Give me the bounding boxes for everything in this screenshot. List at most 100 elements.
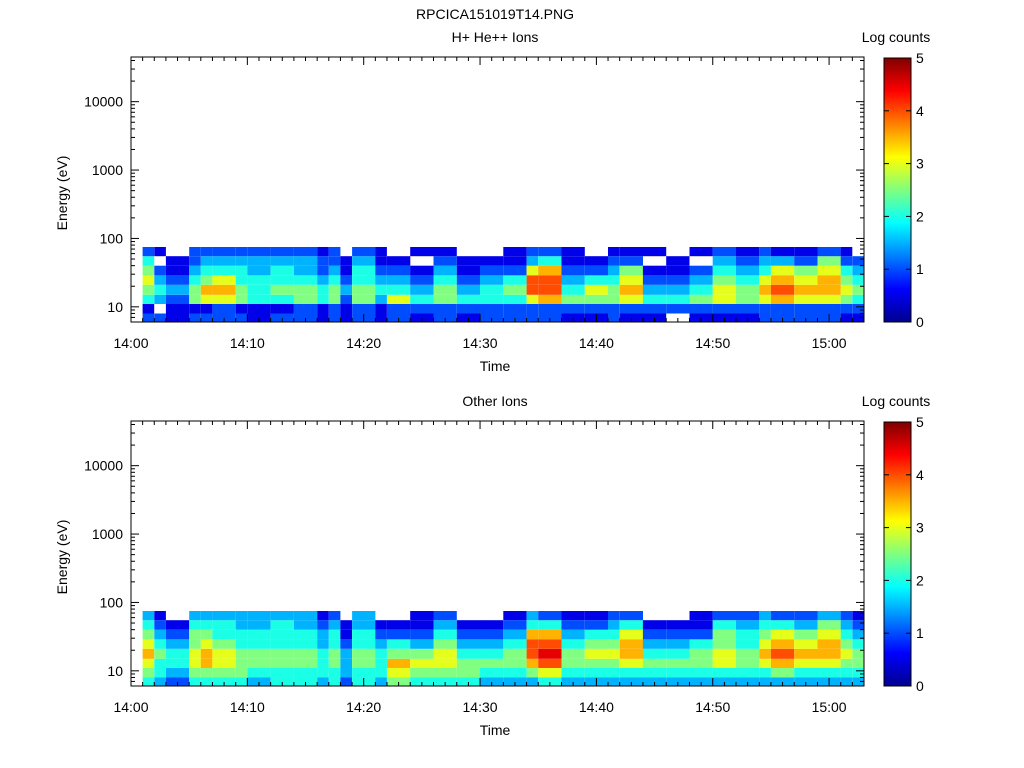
heatmap-cell [340,256,352,266]
heatmap-cell [503,639,527,649]
heatmap-cell [526,677,539,686]
heatmap-cell [293,629,318,640]
heatmap-cell [247,620,271,630]
heatmap-cell [840,629,853,640]
heatmap-cell [247,247,271,257]
heatmap-cell [293,658,318,668]
heatmap-cell [817,275,841,285]
heatmap-cell [189,313,201,322]
x-tick-label: 14:00 [113,699,148,715]
heatmap-cell [584,648,609,659]
heatmap-cell [189,256,201,266]
heatmap-cell [200,284,213,295]
heatmap-cell [619,275,643,285]
heatmap-cell [642,658,667,668]
heatmap-cell [328,620,341,630]
heatmap-cell [561,611,585,621]
heatmap-cell [189,294,201,304]
heatmap-cell [852,265,864,276]
heatmap-cell [375,677,387,686]
colorbar-tick-label: 5 [916,50,924,66]
heatmap-cell [526,275,539,285]
heatmap-cell [840,611,853,621]
heatmap-cell [317,611,329,621]
heatmap-cell [189,668,201,678]
heatmap-cell [247,284,271,295]
plot-frame [130,56,865,323]
heatmap-cell [142,658,155,668]
heatmap-cell [817,265,841,276]
heatmap-cell [212,265,236,276]
heatmap-cell [317,284,329,295]
x-tick-label: 14:00 [113,335,148,351]
heatmap-cell [817,639,841,649]
heatmap-cell [538,677,562,686]
heatmap-cell [317,677,329,686]
heatmap-cell [608,648,620,659]
heatmap-cell [328,658,341,668]
heatmap-cell [375,620,387,630]
heatmap-cell [247,668,271,678]
heatmap-cell [503,275,527,285]
heatmap-cell [212,639,236,649]
heatmap-cell [608,668,620,678]
heatmap-cell [189,247,201,257]
heatmap-cell [200,648,213,659]
heatmap-cell [375,313,387,322]
heatmap-cell [317,265,329,276]
heatmap-cell [608,313,620,322]
x-tick-label: 15:00 [812,699,847,715]
heatmap-cell [375,294,387,304]
heatmap-cell [317,639,329,649]
heatmap-cell [328,284,341,295]
heatmap-cell [817,284,841,295]
heatmap-cell [642,275,667,285]
heatmap-cell [852,256,864,266]
heatmap-cell [165,620,190,630]
heatmap-cell [189,611,201,621]
heatmap-cell [770,611,795,621]
heatmap-cell [642,265,667,276]
heatmap-cell [142,294,155,304]
heatmap-cell [840,648,853,659]
heatmap-cell [794,265,818,276]
heatmap-cell [817,294,841,304]
heatmap-cell [770,313,795,322]
heatmap-cell [235,648,248,659]
colorbar-label: Log counts [862,29,931,45]
heatmap-cell [247,313,271,322]
heatmap-cell [480,639,504,649]
heatmap-cell [212,668,236,678]
heatmap-cell [270,275,294,285]
heatmap-cell [189,275,201,285]
heatmap-cell [619,284,643,295]
heatmap-cell [480,265,504,276]
heatmap-cell [526,648,539,659]
heatmap-cell [247,265,271,276]
heatmap-cell [584,668,609,678]
heatmap-cell [247,611,271,621]
heatmap-cell [526,284,539,295]
heatmap-cell [200,256,213,266]
heatmap-cell [794,658,818,668]
heatmap-cell [410,294,434,304]
heatmap-cell [759,648,771,659]
heatmap-cell [712,658,736,668]
heatmap-cell [142,668,155,678]
heatmap-cell [340,620,352,630]
heatmap-cell [433,294,457,304]
heatmap-cell [712,668,736,678]
heatmap-cell [328,265,341,276]
y-tick-label: 1000 [92,526,123,542]
heatmap-cell [270,629,294,640]
heatmap-cell [584,658,609,668]
heatmap-cell [142,611,155,621]
heatmap-cell [328,639,341,649]
heatmap-cell [712,256,736,266]
heatmap-cell [538,648,562,659]
heatmap-cell [538,629,562,640]
heatmap-cell [840,677,853,686]
heatmap-cell [247,304,271,314]
heatmap-cell [852,284,864,295]
